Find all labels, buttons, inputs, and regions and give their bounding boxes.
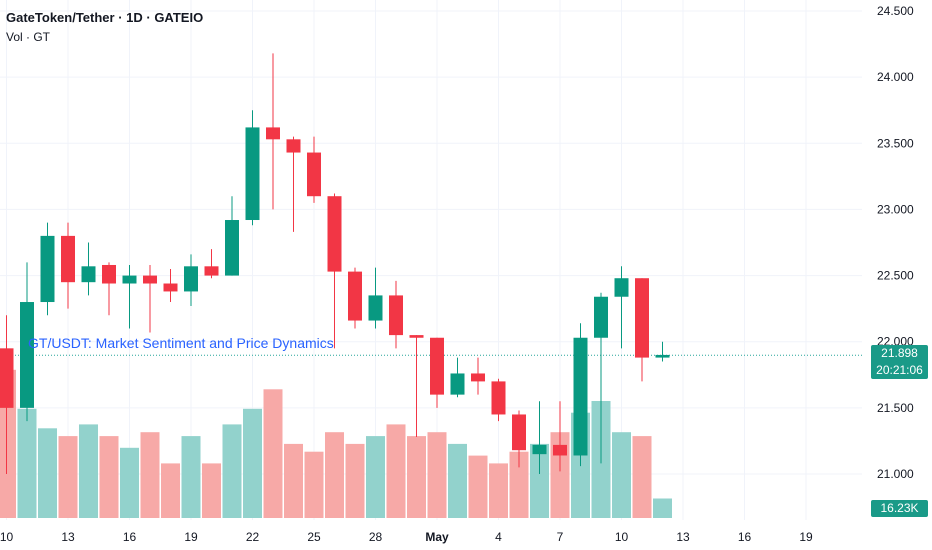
volume-bar (243, 408, 262, 518)
candle-body (594, 296, 608, 338)
volume-bar (632, 436, 652, 518)
time-axis[interactable]: 10 13 16 19 22 25 28 May 4 7 10 13 16 19 (0, 530, 813, 544)
volume-bar (181, 436, 201, 518)
candle-body (163, 283, 178, 292)
volume-bar (427, 432, 447, 518)
volume-bar (202, 463, 221, 518)
time-tick-label: 10 (615, 530, 629, 544)
candle-body (40, 235, 55, 303)
candle-body (389, 295, 403, 336)
volume-bar (58, 436, 78, 518)
volume-indicator-label[interactable]: Vol · GT (6, 30, 51, 44)
volume-bar (304, 451, 324, 518)
price-tick-label: 23.500 (877, 136, 914, 150)
price-tick-label: 23.000 (877, 202, 914, 216)
chart-grid (0, 0, 862, 520)
volume-bar (448, 443, 467, 518)
volume-value-badge: 16.23K (871, 500, 928, 517)
candle-body (204, 266, 219, 276)
volume-bar (366, 436, 385, 518)
volume-bar (38, 428, 57, 518)
candle-body (225, 220, 239, 276)
price-tick-label: 24.500 (877, 4, 914, 18)
time-tick-label: 19 (184, 530, 198, 544)
volume-bar (468, 455, 488, 518)
candle-body (245, 127, 260, 221)
candle-body (512, 414, 526, 451)
time-tick-label: 25 (307, 530, 321, 544)
volume-bars (0, 369, 672, 518)
candle-body (368, 295, 383, 321)
price-tick-label: 22.500 (877, 269, 914, 283)
candle-body (635, 278, 649, 358)
volume-bar (79, 424, 98, 518)
volume-bar (140, 432, 160, 518)
symbol-title[interactable]: GateToken/Tether · 1D · GATEIO (6, 10, 204, 25)
candle-body (122, 275, 137, 284)
time-tick-label: 28 (369, 530, 383, 544)
candle-body (655, 354, 670, 358)
candle-body (471, 373, 485, 382)
candle-body (450, 373, 465, 395)
volume-bar (17, 408, 37, 518)
last-price-badge: 21.898 20:21:06 (871, 345, 928, 379)
volume-bar (653, 498, 672, 518)
candles (0, 53, 670, 474)
candle-body (532, 444, 547, 455)
bar-countdown: 20:21:06 (876, 363, 923, 377)
price-tick-label: 24.000 (877, 70, 914, 84)
time-tick-label: 19 (799, 530, 813, 544)
candle-body (409, 335, 424, 338)
candle-body (327, 196, 342, 272)
time-tick-label: 22 (246, 530, 260, 544)
last-price-value: 21.898 (881, 346, 918, 360)
volume-bar (386, 424, 406, 518)
candle-body (102, 264, 116, 284)
volume-bar (407, 436, 426, 518)
candle-body (0, 348, 14, 408)
volume-bar (345, 443, 365, 518)
candle-body (553, 444, 567, 456)
candle-body (81, 266, 96, 283)
time-tick-label: May (425, 530, 449, 544)
volume-bar (530, 443, 549, 518)
candle-body (491, 381, 506, 415)
price-axis[interactable]: 21.00021.50022.00022.50023.00023.50024.0… (877, 4, 914, 481)
time-tick-label: 16 (123, 530, 137, 544)
candle-body (573, 337, 588, 456)
candle-body (266, 127, 280, 140)
time-tick-label: 13 (61, 530, 75, 544)
candle-body (614, 278, 629, 297)
time-tick-label: 4 (495, 530, 502, 544)
volume-bar (99, 436, 119, 518)
price-tick-label: 21.000 (877, 467, 914, 481)
idea-title[interactable]: GT/USDT: Market Sentiment and Price Dyna… (28, 335, 334, 351)
candle-body (20, 302, 34, 408)
volume-bar (263, 389, 283, 518)
volume-bar (284, 443, 303, 518)
volume-bar (120, 447, 139, 518)
time-tick-label: 16 (738, 530, 752, 544)
candle-body (143, 275, 157, 284)
volume-bar (489, 463, 508, 518)
volume-bar (325, 432, 344, 518)
candle-body (61, 235, 75, 283)
volume-bar (612, 432, 631, 518)
candle-body (307, 152, 321, 197)
price-tick-label: 21.500 (877, 401, 914, 415)
volume-bar (509, 451, 529, 518)
volume-bar (222, 424, 242, 518)
time-tick-label: 13 (676, 530, 690, 544)
candle-body (348, 271, 362, 321)
candle-body (184, 266, 198, 292)
time-tick-label: 7 (557, 530, 564, 544)
time-tick-label: 10 (0, 530, 13, 544)
candle-body (430, 337, 444, 395)
candle-body (286, 139, 301, 153)
volume-bar (161, 463, 180, 518)
